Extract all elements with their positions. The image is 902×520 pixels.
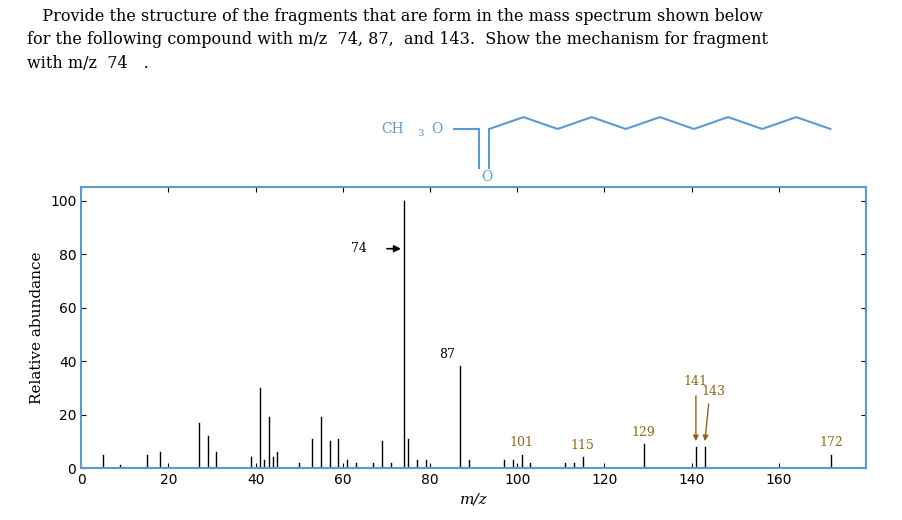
- Text: 172: 172: [819, 436, 842, 449]
- Text: with m/z  74 .: with m/z 74 .: [27, 55, 149, 72]
- Text: 101: 101: [510, 436, 533, 449]
- Text: CH: CH: [382, 122, 404, 136]
- Text: 74: 74: [352, 242, 367, 255]
- Text: for the following compound with m/z  74, 87,  and 143.  Show the mechanism for f: for the following compound with m/z 74, …: [27, 31, 769, 48]
- Text: 3: 3: [417, 129, 423, 138]
- Text: 87: 87: [439, 348, 456, 361]
- Text: O: O: [431, 122, 443, 136]
- Y-axis label: Relative abundance: Relative abundance: [31, 251, 44, 404]
- Text: 143: 143: [702, 385, 725, 398]
- Text: Provide the structure of the fragments that are form in the mass spectrum shown : Provide the structure of the fragments t…: [27, 8, 763, 25]
- Text: 141: 141: [684, 375, 708, 388]
- Text: 129: 129: [631, 425, 656, 438]
- X-axis label: m/z: m/z: [460, 492, 487, 506]
- Text: 115: 115: [571, 439, 594, 452]
- Text: O: O: [481, 171, 492, 184]
